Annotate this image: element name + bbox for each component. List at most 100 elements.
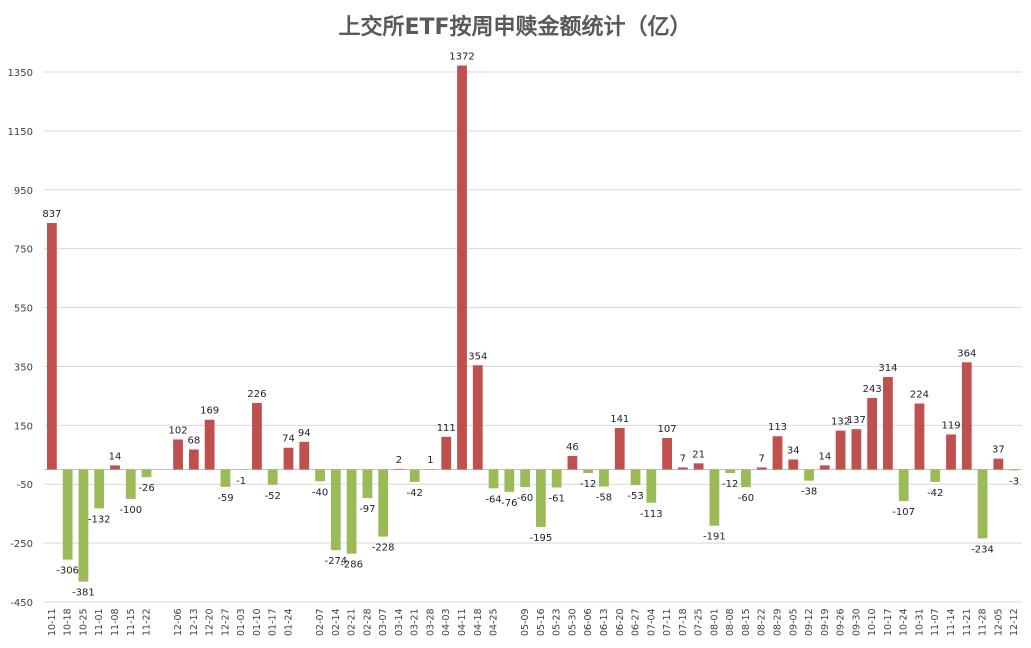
y-tick-label: 1350: [8, 68, 33, 79]
y-tick-label: -250: [10, 539, 33, 550]
bar: [62, 469, 73, 560]
x-tick-label: 04-25: [489, 608, 500, 636]
bar: [457, 65, 467, 470]
y-tick-label: 150: [14, 421, 33, 432]
data-label: -64: [485, 494, 501, 505]
bar: [110, 465, 120, 470]
data-label: 94: [298, 428, 311, 439]
data-label: 132: [831, 417, 850, 428]
data-label: -107: [892, 507, 915, 518]
bar: [961, 362, 972, 470]
bar: [835, 430, 846, 470]
bar: [472, 365, 483, 470]
x-tick-label: 11-08: [110, 608, 121, 636]
data-label: 46: [566, 442, 579, 453]
bar: [267, 469, 278, 485]
x-tick-label: 12-27: [220, 608, 231, 636]
x-tick-label: 12-20: [205, 608, 216, 636]
bar: [551, 469, 562, 488]
y-axis-ticks: -450 -250 -50 150 350 550 750 950 1150 1350: [8, 68, 33, 609]
x-tick-label: 01-24: [284, 608, 295, 636]
bar: [977, 469, 988, 539]
x-tick-label: 08-22: [757, 608, 768, 636]
data-label: -286: [340, 560, 363, 571]
bar: [1009, 469, 1020, 471]
data-label: 102: [169, 425, 188, 436]
x-tick-label: 08-15: [741, 608, 752, 636]
data-label: 14: [109, 451, 122, 462]
x-tick-label: 06-06: [583, 608, 594, 636]
x-tick-label: 06-20: [615, 608, 626, 636]
x-tick-label: 06-13: [599, 608, 610, 636]
x-tick-label: 09-05: [788, 608, 799, 636]
x-tick-label: 03-07: [378, 608, 389, 636]
bar: [441, 436, 452, 470]
data-label: 137: [847, 415, 866, 426]
bar: [914, 403, 925, 470]
data-label: 314: [878, 363, 897, 374]
x-tick-label: 11-22: [142, 608, 153, 636]
x-tick-label: 04-11: [457, 608, 468, 636]
x-tick-label: 07-04: [646, 608, 657, 636]
x-tick-label: 09-26: [836, 608, 847, 636]
bar: [993, 458, 1004, 470]
x-tick-label: 10-10: [867, 608, 878, 636]
data-label: 837: [42, 209, 61, 220]
data-label: 1372: [449, 52, 474, 63]
data-label: -191: [703, 532, 726, 543]
data-labels: 837-306-381-13214-100-2610268169-59-1226…: [42, 52, 1019, 599]
bar: [709, 469, 720, 526]
bar: [220, 469, 231, 487]
x-tick-label: 10-17: [883, 608, 894, 636]
x-axis-ticks: 10-11 10-18 10-25 11-01 11-08 11-15 11-22 12-06…: [47, 608, 1020, 636]
data-label: 119: [941, 420, 960, 431]
x-tick-label: 04-03: [441, 608, 452, 636]
x-tick-label: 05-23: [552, 608, 563, 636]
data-label: -60: [517, 493, 533, 504]
data-label: -234: [971, 544, 994, 555]
data-label: 34: [787, 445, 800, 456]
bar: [662, 437, 672, 470]
bar: [614, 427, 625, 470]
bar: [78, 469, 89, 582]
x-tick-label: 07-11: [662, 608, 673, 636]
data-label: 7: [759, 453, 765, 464]
data-label: -52: [265, 491, 281, 502]
x-tick-label: 12-12: [1009, 608, 1020, 636]
bar: [204, 419, 215, 470]
y-tick-label: 1150: [8, 127, 33, 138]
data-label: 243: [863, 384, 882, 395]
data-label: -12: [722, 479, 738, 490]
x-tick-label: 11-21: [962, 608, 973, 636]
bar: [94, 469, 105, 509]
data-label: 1: [427, 455, 433, 466]
x-tick-label: 11-01: [94, 608, 105, 636]
data-label: -40: [312, 487, 328, 498]
bar: [141, 469, 152, 478]
x-tick-label: 05-09: [520, 608, 531, 636]
data-label: 68: [187, 435, 200, 446]
x-tick-label: 12-05: [993, 608, 1004, 636]
data-label: -58: [596, 493, 612, 504]
data-label: -61: [548, 493, 564, 504]
data-label: -76: [501, 498, 517, 509]
x-tick-label: 02-28: [362, 608, 373, 636]
x-tick-label: 10-24: [899, 608, 910, 636]
bar: [725, 469, 736, 474]
data-label: -228: [372, 543, 395, 554]
x-tick-label: 12-13: [189, 608, 200, 636]
bar: [630, 469, 641, 486]
data-label: -132: [88, 514, 111, 525]
bar: [930, 469, 941, 482]
bar: [409, 469, 420, 482]
data-label: -42: [407, 488, 423, 499]
bar: [851, 429, 862, 470]
bar: [646, 469, 657, 503]
bar: [693, 463, 704, 470]
data-label: -53: [627, 491, 643, 502]
data-label: -274: [324, 556, 347, 567]
data-label: 21: [692, 449, 705, 460]
x-tick-label: 11-28: [978, 608, 989, 636]
x-tick-label: 10-25: [78, 608, 89, 636]
x-tick-label: 12-06: [173, 608, 184, 636]
